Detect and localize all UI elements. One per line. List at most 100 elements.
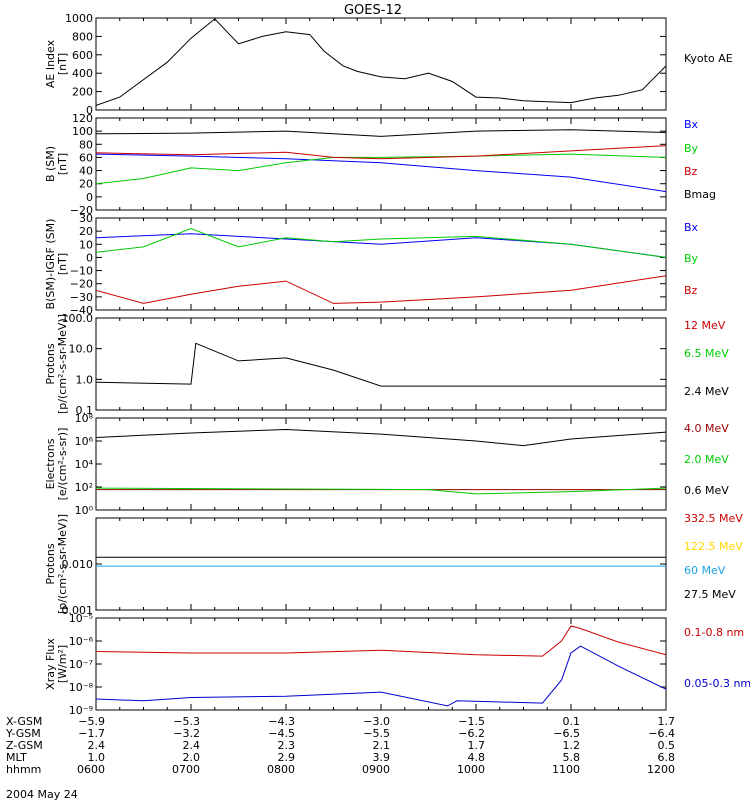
legend-label: 0.6 MeV bbox=[684, 484, 729, 497]
y-tick-label: −10 bbox=[70, 265, 93, 278]
y-axis-label: Protons[p/(cm²-s-sr-MeV)] bbox=[44, 314, 69, 414]
legend-label: Bx bbox=[684, 221, 699, 234]
orbit-row-label: X-GSM bbox=[6, 715, 42, 728]
series-line-bx bbox=[96, 153, 666, 193]
series-line-bz bbox=[96, 145, 666, 160]
orbit-value: 2.1 bbox=[373, 739, 391, 752]
orbit-row-label: Z-GSM bbox=[6, 739, 43, 752]
y-tick-label: 0.001 bbox=[62, 604, 94, 617]
panel-ae: 1000 800 600 400 200 0 AE Index[nT] Kyoto AE bbox=[44, 12, 733, 117]
y-tick-label: 10⁻⁵ bbox=[69, 612, 93, 625]
panel-frame bbox=[95, 17, 667, 111]
panel-frame bbox=[95, 517, 667, 611]
y-tick-label: 10⁻⁹ bbox=[69, 704, 93, 717]
orbit-value: 0800 bbox=[267, 763, 295, 776]
y-tick-label: 10⁰ bbox=[75, 504, 94, 517]
orbit-value: 6.8 bbox=[658, 751, 676, 764]
orbit-value: 0600 bbox=[77, 763, 105, 776]
series-line-by bbox=[96, 227, 666, 258]
series-line-bz bbox=[96, 275, 666, 304]
y-tick-label: 0.1 bbox=[76, 404, 94, 417]
orbit-value: −6.5 bbox=[553, 727, 580, 740]
panel-frame bbox=[95, 317, 667, 411]
legend-label: Bx bbox=[684, 118, 699, 131]
orbit-value: −3.2 bbox=[173, 727, 200, 740]
orbit-value: 0900 bbox=[362, 763, 390, 776]
orbit-value: −4.3 bbox=[268, 715, 295, 728]
orbit-value: −1.5 bbox=[458, 715, 485, 728]
orbit-value: 2.4 bbox=[183, 739, 201, 752]
y-tick-label: 100 bbox=[72, 125, 93, 138]
orbit-value: 2.4 bbox=[88, 739, 106, 752]
y-tick-label: 10⁻⁷ bbox=[69, 658, 93, 671]
legend-label: Bz bbox=[684, 165, 698, 178]
legend-label: By bbox=[684, 142, 699, 155]
orbit-value: 0.1 bbox=[563, 715, 581, 728]
orbit-value: 3.9 bbox=[373, 751, 391, 764]
orbit-value: 2.0 bbox=[183, 751, 201, 764]
y-tick-label: 10 bbox=[79, 238, 93, 251]
series-line-2-0-mev bbox=[96, 487, 666, 495]
series-line-0-6-mev bbox=[96, 428, 666, 447]
legend-label: 12 MeV bbox=[684, 319, 726, 332]
legend-label: Kyoto AE bbox=[684, 52, 733, 65]
y-tick-label: 400 bbox=[72, 67, 93, 80]
orbit-value: 4.8 bbox=[468, 751, 486, 764]
date-label: 2004 May 24 bbox=[6, 788, 78, 800]
orbit-row-label: MLT bbox=[6, 751, 27, 764]
series-line-0-05-0-3-nm bbox=[96, 645, 666, 707]
orbit-value: 1.2 bbox=[563, 739, 581, 752]
orbit-value: −4.5 bbox=[268, 727, 295, 740]
legend-label: 122.5 MeV bbox=[684, 540, 743, 553]
y-tick-label: 800 bbox=[72, 30, 93, 43]
y-tick-label: 20 bbox=[79, 178, 93, 191]
legend-label: 60 MeV bbox=[684, 564, 726, 577]
y-tick-label: 0 bbox=[86, 251, 93, 264]
orbit-value: −5.3 bbox=[173, 715, 200, 728]
chart-title: GOES-12 bbox=[344, 3, 402, 18]
orbit-value: 0.5 bbox=[658, 739, 676, 752]
panel-frame bbox=[95, 417, 667, 511]
orbit-value: 2.3 bbox=[278, 739, 296, 752]
orbit-table: X-GSM −5.9 −5.3 −4.3 −3.0 −1.5 0.1 1.7 Y-GSM −1.7… bbox=[5, 715, 675, 776]
y-tick-label: 40 bbox=[79, 165, 93, 178]
panel-frame bbox=[95, 617, 667, 711]
y-axis-label: AE Index[nT] bbox=[44, 39, 69, 88]
y-tick-label: −40 bbox=[70, 304, 93, 317]
legend-label: 6.5 MeV bbox=[684, 347, 729, 360]
y-tick-label: 0 bbox=[86, 191, 93, 204]
panel-xray: 10⁻⁵ 10⁻⁶ 10⁻⁷ 10⁻⁸ 10⁻⁹ Xray Flux[W/m²] 0.1-0… bbox=[44, 612, 750, 717]
y-tick-label: 80 bbox=[79, 138, 93, 151]
y-tick-label: 10⁻⁶ bbox=[69, 635, 94, 648]
legend-label: Bmag bbox=[684, 188, 716, 201]
y-tick-label: 100.0 bbox=[62, 312, 94, 325]
series-line-bmag bbox=[96, 129, 666, 137]
orbit-value: −3.0 bbox=[363, 715, 390, 728]
legend-label: Bz bbox=[684, 284, 698, 297]
y-tick-label: −20 bbox=[70, 278, 93, 291]
orbit-value: 1100 bbox=[552, 763, 580, 776]
orbit-value: −6.2 bbox=[458, 727, 485, 740]
legend-label: 0.05-0.3 nm bbox=[684, 677, 750, 690]
orbit-value: 1000 bbox=[457, 763, 485, 776]
orbit-value: −5.9 bbox=[78, 715, 105, 728]
y-tick-label: 0 bbox=[86, 104, 93, 117]
orbit-value: 1.7 bbox=[658, 715, 676, 728]
legend-label: By bbox=[684, 252, 699, 265]
panel-electrons: 10⁸ 10⁶ 10⁴ 10² 10⁰ Electrons[e/(cm²-s-sr)] 4.… bbox=[44, 412, 729, 517]
y-tick-label: 1000 bbox=[65, 12, 93, 25]
y-tick-label: 20 bbox=[79, 225, 93, 238]
y-tick-label: 600 bbox=[72, 49, 93, 62]
y-tick-label: 10⁸ bbox=[75, 412, 94, 425]
orbit-value: 1.7 bbox=[468, 739, 486, 752]
y-axis-label: Xray Flux[W/m²] bbox=[44, 638, 69, 690]
orbit-value: 1.0 bbox=[88, 751, 106, 764]
orbit-value: −5.5 bbox=[363, 727, 390, 740]
orbit-row-label: Y-GSM bbox=[5, 727, 41, 740]
y-tick-label: 200 bbox=[72, 86, 93, 99]
